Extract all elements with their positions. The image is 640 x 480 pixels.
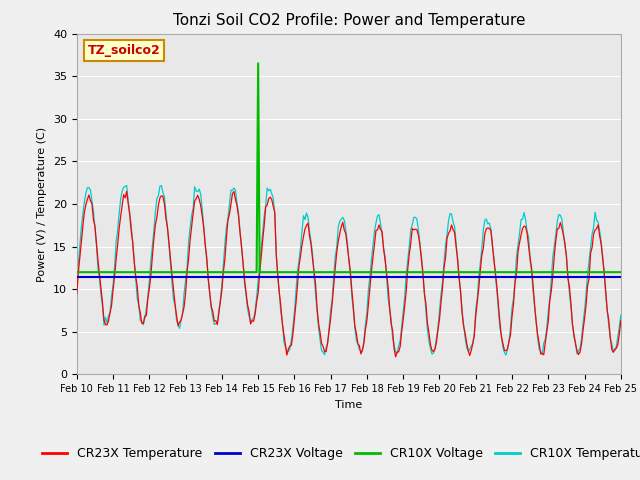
Text: TZ_soilco2: TZ_soilco2 xyxy=(88,44,161,57)
X-axis label: Time: Time xyxy=(335,400,362,409)
Y-axis label: Power (V) / Temperature (C): Power (V) / Temperature (C) xyxy=(37,126,47,282)
Legend: CR23X Temperature, CR23X Voltage, CR10X Voltage, CR10X Temperature: CR23X Temperature, CR23X Voltage, CR10X … xyxy=(37,442,640,465)
Title: Tonzi Soil CO2 Profile: Power and Temperature: Tonzi Soil CO2 Profile: Power and Temper… xyxy=(173,13,525,28)
